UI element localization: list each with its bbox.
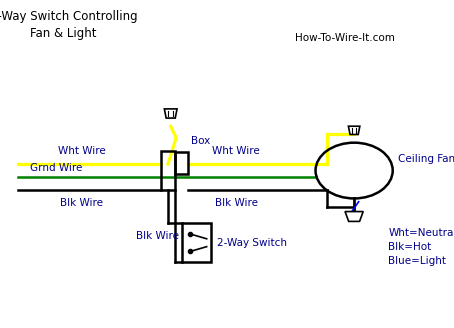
Text: Blk Wire: Blk Wire (60, 198, 103, 208)
Bar (182, 223, 211, 262)
Text: Blk Wire: Blk Wire (136, 231, 179, 241)
Polygon shape (348, 126, 360, 134)
Text: Wht=Neutral
Blk=Hot
Blue=Light: Wht=Neutral Blk=Hot Blue=Light (388, 228, 454, 266)
Text: Blk Wire: Blk Wire (215, 198, 257, 208)
Polygon shape (164, 109, 177, 118)
Text: Box: Box (191, 136, 210, 146)
Text: Ceiling Fan: Ceiling Fan (398, 154, 454, 164)
Polygon shape (345, 212, 363, 221)
Text: Wht Wire: Wht Wire (212, 146, 260, 156)
Text: How-To-Wire-It.com: How-To-Wire-It.com (295, 33, 395, 43)
Text: 2-Way Switch Controlling
Fan & Light: 2-Way Switch Controlling Fan & Light (0, 10, 138, 40)
Text: Wht Wire: Wht Wire (58, 146, 106, 156)
Bar (175, 152, 188, 174)
Text: Grnd Wire: Grnd Wire (30, 163, 82, 173)
Text: 2-Way Switch: 2-Way Switch (217, 238, 286, 248)
Bar (161, 151, 175, 190)
